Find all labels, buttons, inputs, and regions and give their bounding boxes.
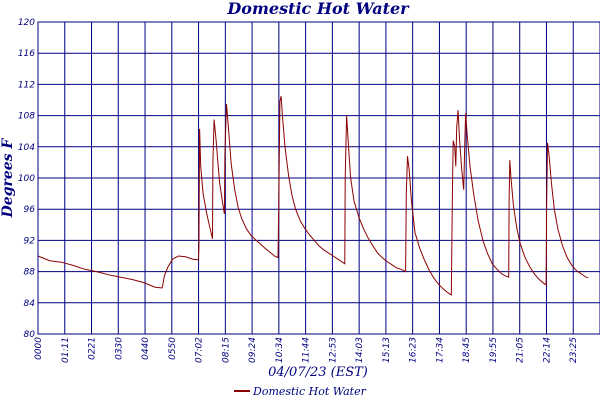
x-tick-label: 19:55 [489,337,499,363]
x-tick-label: 0440 [141,337,151,360]
y-tick-label: 84 [24,299,36,309]
x-tick-label: 17:34 [435,337,445,363]
x-tick-label: 18:45 [462,337,472,363]
y-tick-label: 120 [18,18,35,28]
legend: Domestic Hot Water [234,385,367,398]
series-line [37,95,589,296]
x-tick-label: 0550 [168,337,178,360]
x-tick-label: 15:13 [382,337,392,363]
y-tick-label: 116 [18,49,35,59]
x-tick-label: 0221 [88,337,98,360]
y-tick-label: 108 [18,112,35,122]
y-tick-label: 80 [24,330,36,340]
x-axis-label: 04/07/23 (EST) [268,365,368,380]
x-tick-label: 14:03 [355,337,365,363]
x-tick-label: 21:05 [516,337,526,363]
x-tick-label: 0000 [34,337,44,360]
x-tick-label: 08:15 [221,337,231,363]
x-tick-label: 16:23 [409,337,419,363]
legend-label: Domestic Hot Water [252,385,367,398]
chart-title: Domestic Hot Water [226,0,410,18]
x-tick-label: 0330 [114,337,124,360]
y-tick-label: 96 [24,205,36,215]
x-tick-label: 09:24 [248,337,258,363]
x-axis-ticks: 0000 01:11 0221 0330 0440 0550 07:02 08:15 09:24… [34,337,579,363]
y-tick-label: 92 [24,236,36,246]
series-layer [37,95,589,296]
y-tick-label: 88 [24,268,36,278]
y-tick-label: 112 [18,80,35,90]
y-axis-label: Degrees F [0,138,16,219]
x-tick-label: 11:44 [302,337,312,363]
x-tick-label: 12:53 [328,337,338,363]
x-tick-label: 23:25 [569,337,579,363]
plot-frame [37,21,600,335]
x-tick-label: 01:11 [61,337,71,363]
y-axis-ticks: 80 84 88 92 96 100 104 108 112 116 120 [18,18,35,340]
x-tick-label: 07:02 [195,337,205,363]
y-tick-label: 100 [18,174,35,184]
grid [38,21,600,335]
x-tick-label: 10:34 [275,337,285,363]
x-tick-label: 22:14 [542,337,552,363]
y-tick-label: 104 [18,143,35,153]
